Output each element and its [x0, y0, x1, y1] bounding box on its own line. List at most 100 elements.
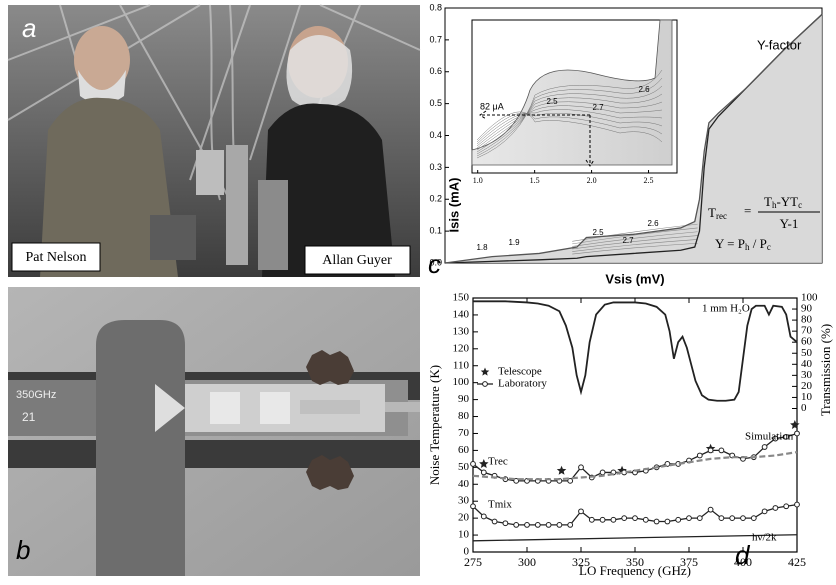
inset-contour: [476, 77, 663, 157]
y-tick-label: 130: [453, 325, 470, 337]
iv-curve: [444, 13, 823, 264]
inset-contour-label: 2.6: [638, 85, 650, 94]
annotation: Y-factor: [757, 37, 802, 52]
panel-label: d: [735, 540, 751, 570]
y-tick-label: 110: [453, 359, 470, 371]
photo-a: Pat Nelson Allan Guyer a: [7, 4, 421, 278]
series-point: [513, 477, 520, 484]
formula-part: c: [798, 200, 802, 210]
transmission-line: [473, 300, 798, 402]
inset-contour-label: 2.5: [546, 97, 558, 106]
y-tick-label: 0.5: [429, 98, 442, 108]
y2-tick-label: 100: [801, 292, 818, 304]
inset-x-tick-label: 2.0: [587, 176, 597, 185]
series-point: [599, 469, 606, 476]
panel-label: a: [22, 13, 36, 43]
series-point: [707, 506, 714, 513]
x-tick-label: 425: [788, 555, 806, 569]
x-tick-label: 325: [572, 555, 590, 569]
series-point: [578, 508, 584, 515]
y2-axis-label: Transmission (%): [818, 324, 833, 416]
y-tick-label: 80: [458, 410, 470, 422]
panel-label: c: [428, 249, 441, 279]
series-point: [664, 518, 671, 525]
legend-marker: [480, 367, 490, 376]
series-point: [502, 520, 509, 527]
series-point: [696, 452, 703, 459]
formula-y: Y = Ph / Pc: [715, 236, 771, 252]
series-point: [772, 505, 779, 511]
series-point: [588, 516, 595, 523]
inset-contour: [476, 93, 663, 153]
y2-tick-label: 0: [801, 402, 807, 414]
legend-label: Telescope: [498, 366, 542, 378]
inset-annotation: 82 μA: [480, 101, 504, 111]
series-point: [642, 516, 649, 523]
y-tick-label: 20: [458, 512, 470, 524]
telescope-point: [790, 420, 800, 430]
y-tick-label: 0.6: [429, 66, 442, 76]
y-tick-label: 0.3: [429, 162, 442, 172]
legend-label: Laboratory: [498, 378, 547, 390]
formula-eq: =: [744, 203, 751, 218]
y-tick-label: 10: [458, 529, 470, 541]
series-point: [707, 447, 714, 454]
series-point: [686, 515, 692, 522]
formula-part: h: [772, 200, 777, 210]
contour-line: [572, 239, 698, 252]
y-tick-label: 40: [458, 478, 470, 490]
y2-tick-label: 90: [801, 303, 813, 315]
inset-contour: [476, 109, 663, 147]
formula-trec: Trec: [708, 205, 727, 221]
y2-tick-label: 80: [801, 314, 813, 326]
chip-mark: 350GHz: [16, 389, 56, 401]
y2-tick-label: 30: [801, 369, 813, 381]
contour-label: 1.8: [476, 243, 488, 252]
y-tick-label: 70: [458, 427, 470, 439]
inset-x-tick-label: 1.0: [473, 176, 483, 185]
inset-contour: [476, 69, 663, 159]
series-line: [472, 451, 798, 481]
series-point: [513, 522, 520, 528]
formula-part: h: [745, 242, 750, 252]
series-line: [472, 503, 798, 526]
contour-line: [572, 242, 698, 255]
series-point: [783, 433, 790, 440]
x-axis-label: LO Frequency (GHz): [579, 563, 691, 578]
y2-tick-label: 20: [801, 380, 813, 392]
contour-line: [572, 227, 698, 245]
contour-line: [572, 231, 698, 247]
y-tick-label: 0.2: [429, 194, 442, 204]
inset-x-tick-label: 2.5: [644, 176, 654, 185]
y-tick-label: 140: [453, 308, 470, 320]
series-point: [761, 508, 768, 515]
inset-contour: [476, 111, 663, 143]
x-tick-label: 400: [734, 555, 752, 569]
inset-contour-label: 2.7: [592, 103, 604, 112]
y2-tick-label: 40: [801, 358, 813, 370]
inset-arrow: [479, 110, 595, 167]
annotation: 1 mm H₂O: [702, 303, 750, 315]
series-point: [491, 518, 498, 525]
legend-marker: [482, 381, 488, 387]
y-tick-label: 0.0: [429, 257, 442, 267]
y-tick-label: 150: [453, 292, 470, 304]
y2-tick-label: 70: [801, 325, 813, 337]
series-point: [534, 522, 541, 528]
series-point: [718, 447, 725, 454]
series-point: [470, 461, 476, 467]
series-point: [740, 515, 746, 522]
y-tick-label: 0.8: [429, 2, 442, 12]
annotation: Tmix: [488, 499, 512, 511]
series-point: [729, 515, 736, 522]
plot-frame: [472, 297, 798, 553]
series-point: [783, 503, 790, 510]
panel-label: b: [16, 535, 30, 565]
series-line: [472, 534, 798, 542]
series-point: [696, 515, 703, 522]
y2-tick-label: 10: [801, 391, 813, 403]
series-point: [761, 444, 768, 450]
series-point: [524, 522, 530, 528]
series-point: [632, 515, 638, 522]
